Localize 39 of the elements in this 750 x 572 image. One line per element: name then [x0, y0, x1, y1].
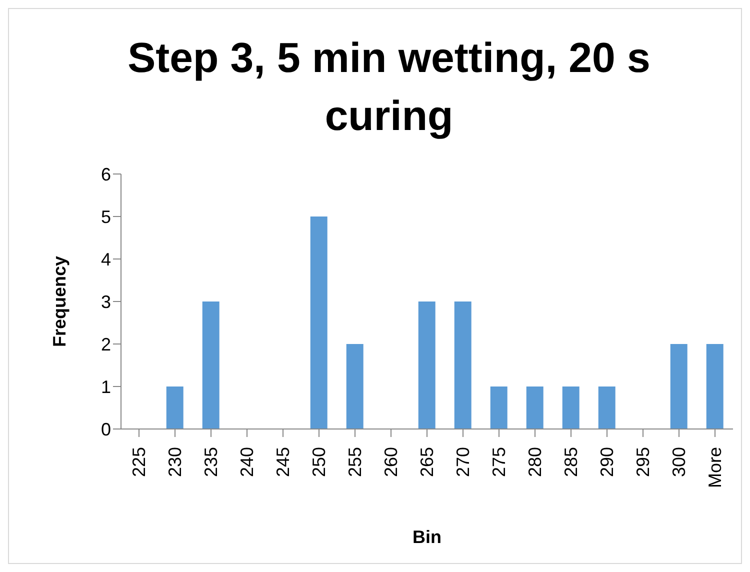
y-tick-label: 0: [100, 419, 111, 440]
chart-title: Step 3, 5 min wetting, 20 s curing: [126, 33, 652, 141]
x-tick-label: 270: [453, 447, 473, 478]
x-tick-label: 300: [669, 447, 689, 478]
x-tick-label: 295: [633, 447, 653, 478]
y-axis-title: Frequency: [49, 256, 70, 348]
x-tick-label: 265: [417, 447, 437, 478]
y-tick-label: 3: [100, 292, 111, 312]
y-tick-label: 2: [100, 334, 111, 354]
x-tick-label: 235: [201, 447, 221, 478]
x-tick-label: 250: [309, 447, 329, 478]
x-tick-label: 240: [237, 447, 257, 478]
bar: [490, 386, 508, 429]
x-tick-label: 275: [489, 447, 509, 478]
x-axis-title: Bin: [412, 527, 442, 547]
bar: [166, 386, 184, 429]
y-tick-label: 4: [100, 249, 111, 270]
bar: [418, 302, 436, 429]
x-tick-label: 225: [129, 447, 149, 478]
y-tick-label: 1: [100, 376, 111, 397]
x-tick-label: 280: [525, 447, 545, 478]
bar: [310, 216, 328, 429]
x-tick-label: 285: [561, 447, 581, 478]
y-tick-label: 6: [100, 164, 111, 184]
x-tick-label: 230: [165, 447, 185, 478]
bar: [526, 386, 544, 429]
y-tick-label: 5: [100, 206, 111, 227]
bar: [454, 302, 472, 429]
x-tick-label: 290: [597, 447, 617, 478]
bar: [670, 344, 688, 429]
bar: [346, 344, 364, 429]
bar: [202, 302, 220, 429]
x-tick-label: 255: [345, 447, 365, 478]
x-tick-label: 260: [381, 447, 401, 478]
bar: [598, 386, 616, 429]
x-tick-label: More: [705, 447, 725, 488]
bar: [562, 386, 580, 429]
bar: [706, 344, 724, 429]
x-tick-label: 245: [273, 447, 293, 478]
